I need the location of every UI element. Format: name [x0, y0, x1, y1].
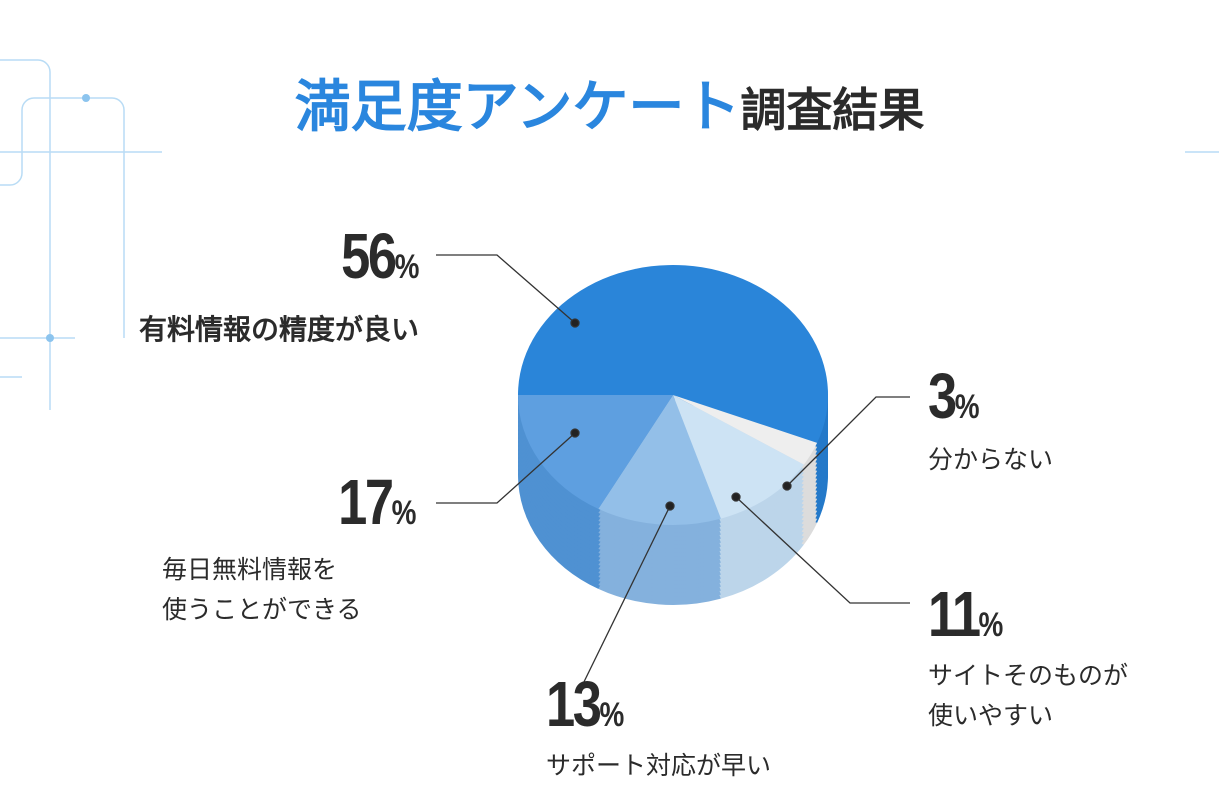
slice-label-1: 分からない [928, 445, 1054, 474]
slice-top [518, 395, 673, 509]
pct-label-3: 13% [546, 668, 625, 740]
pct-label-4: 17% [337, 466, 416, 538]
slice-top [598, 395, 721, 525]
title-rest: 調査結果 [740, 83, 925, 137]
pct-label-1: 3% [928, 360, 980, 432]
slice-top [673, 395, 804, 519]
leader-line [436, 254, 576, 324]
leader-dot [782, 481, 792, 491]
slice-label-2: サイトそのものが 使いやすい [928, 661, 1129, 730]
pct-label-2: 11% [928, 578, 1004, 650]
slice-top [518, 265, 829, 443]
deco-line [0, 97, 125, 338]
leader-dot [570, 318, 580, 328]
title-highlight: 満足度アンケート [294, 75, 741, 140]
slice-label-3: サポート対応が早い [546, 751, 772, 780]
page-title: 満足度アンケート調査結果 [0, 62, 1219, 143]
leader-dot [665, 501, 675, 511]
leader-line [579, 505, 671, 691]
slice-label-0: 有料情報の精度が良い [138, 313, 419, 346]
leader-line [436, 432, 576, 504]
deco-dot [46, 334, 54, 342]
deco-line [0, 59, 51, 410]
leader-dot [570, 428, 580, 438]
leader-line [735, 496, 910, 604]
leader-line [786, 396, 910, 487]
pct-label-0: 56% [340, 220, 419, 292]
deco-dot [82, 94, 90, 102]
leader-dot [731, 492, 741, 502]
slice-top [673, 395, 818, 465]
slice-label-4: 毎日無料情報を 使うことができる [162, 555, 362, 624]
